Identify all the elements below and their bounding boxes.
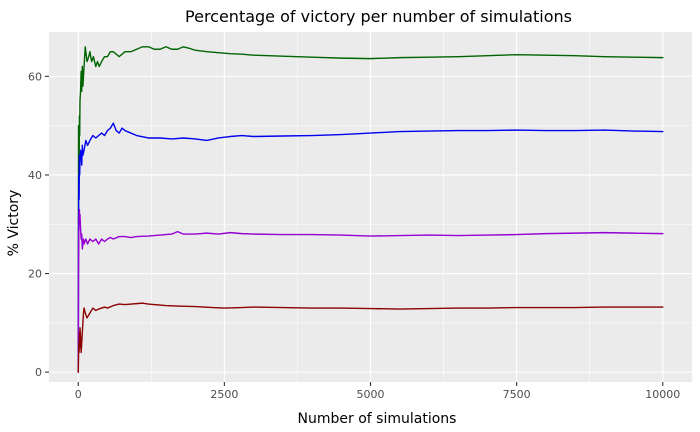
chart-title: Percentage of victory per number of simu…: [185, 7, 572, 26]
series-line-3: [77, 208, 664, 373]
x-axis-title: Number of simulations: [298, 411, 457, 427]
series-line-2: [77, 122, 664, 373]
y-tick-label: 60: [28, 70, 42, 83]
x-tick-label: 7500: [503, 388, 531, 401]
y-axis: 0 20 40 60: [28, 70, 49, 379]
y-tick-label: 40: [28, 169, 42, 182]
x-tick-label: 5000: [357, 388, 385, 401]
y-tick-label: 20: [28, 268, 42, 281]
x-tick-label: 0: [75, 388, 82, 401]
y-axis-title: % Victory: [6, 190, 22, 257]
series-line-1: [77, 46, 664, 373]
y-tick-label: 0: [35, 366, 42, 379]
series-layer: [77, 46, 664, 373]
x-tick-label: 2500: [210, 388, 238, 401]
major-gridlines: [49, 32, 692, 382]
x-tick-label: 10000: [645, 388, 680, 401]
x-axis: 0 2500 5000 7500 10000: [75, 382, 680, 401]
series-line-4: [77, 302, 664, 373]
